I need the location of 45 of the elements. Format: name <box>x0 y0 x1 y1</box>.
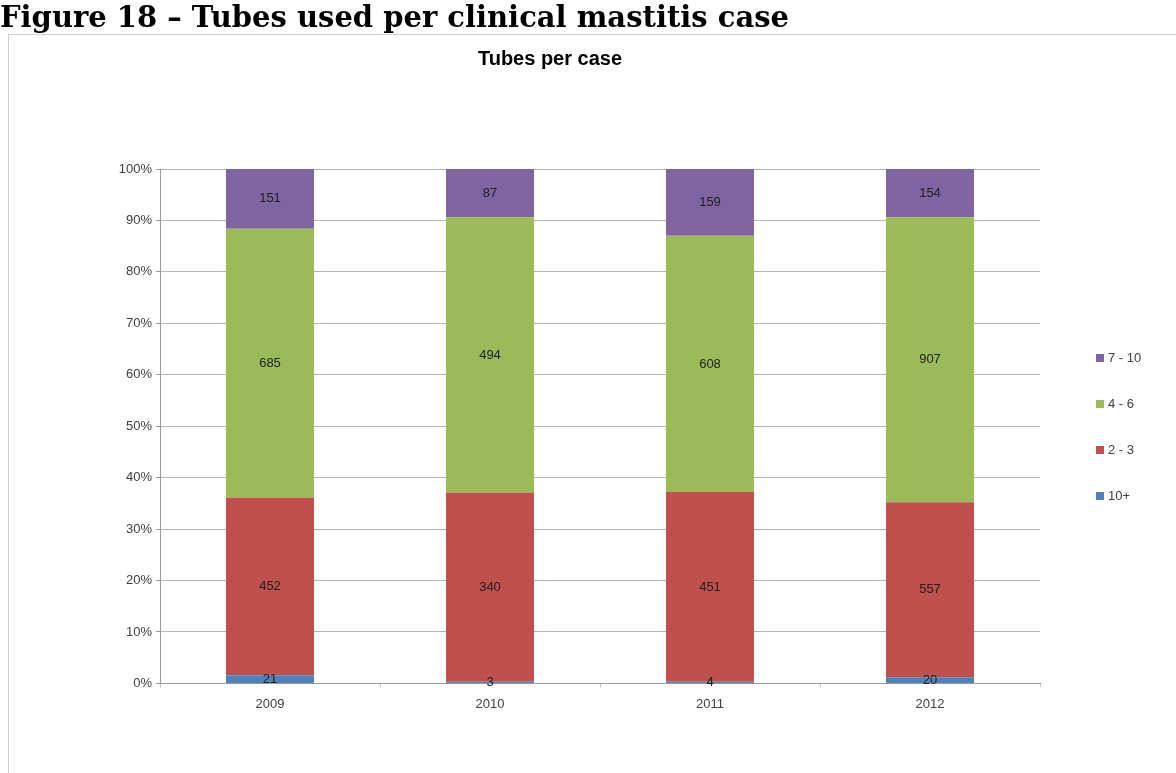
bar <box>666 169 754 236</box>
annotation: 151 <box>259 190 281 206</box>
bar <box>446 217 534 493</box>
bar <box>226 675 314 683</box>
y-tick-label: 20% <box>125 572 153 588</box>
annotation: 685 <box>259 354 281 370</box>
annotation: 494 <box>479 346 501 362</box>
y-tick-label: 70% <box>125 314 153 330</box>
legend-label: 2 - 3 <box>1108 442 1135 457</box>
x-tick-label: 2012 <box>915 695 945 711</box>
y-tick-label: 60% <box>125 366 153 382</box>
annotation: 557 <box>919 581 941 597</box>
annotation: 451 <box>699 578 721 594</box>
y-tick-label: 50% <box>125 417 153 433</box>
y-tick-label: 0% <box>133 674 153 690</box>
y-tick-label: 10% <box>125 623 153 639</box>
legend-label: 10+ <box>1108 488 1131 503</box>
bar <box>886 677 974 683</box>
annotation: 154 <box>919 184 941 200</box>
annotation: 87 <box>482 184 498 200</box>
y-tick-label: 90% <box>125 212 153 228</box>
bar <box>226 169 314 229</box>
annotation: 340 <box>479 578 501 594</box>
y-tick-label: 40% <box>125 469 153 485</box>
y-tick-label: 80% <box>125 263 153 279</box>
x-tick-label: 2009 <box>255 695 285 711</box>
bar <box>226 497 314 676</box>
y-tick-label: 100% <box>118 160 153 176</box>
legend-label: 4 - 6 <box>1108 396 1135 411</box>
bar <box>886 169 974 218</box>
bar <box>886 217 974 503</box>
annotation: 907 <box>919 351 941 367</box>
y-tick-label: 30% <box>125 520 153 536</box>
annotation: 608 <box>699 355 721 371</box>
bar <box>666 235 754 493</box>
chart-title: Tubes per case <box>477 46 623 69</box>
annotation: 159 <box>699 194 721 210</box>
annotation: 21 <box>262 670 278 686</box>
legend-label: 7 - 10 <box>1108 350 1142 365</box>
caption: Figure 18 – Tubes used per clinical mastitis case <box>0 0 789 34</box>
annotation: 452 <box>259 578 281 594</box>
x-tick-label: 2011 <box>696 695 724 711</box>
bar <box>446 169 534 218</box>
bar <box>226 228 314 498</box>
x-tick-label: 2010 <box>475 695 505 711</box>
